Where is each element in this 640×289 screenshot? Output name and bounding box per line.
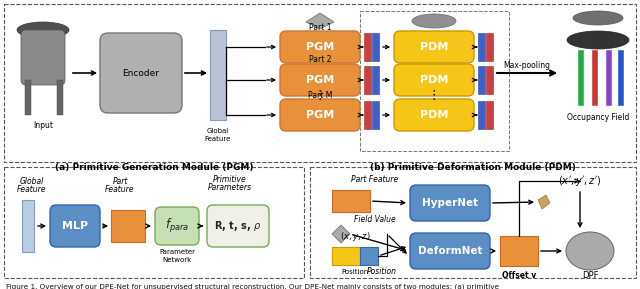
Text: (b) Primitive Deformation Module (PDM): (b) Primitive Deformation Module (PDM) <box>370 163 576 172</box>
Bar <box>478 33 485 61</box>
Bar <box>500 236 538 266</box>
Text: PGM: PGM <box>306 110 334 120</box>
Text: Part 2: Part 2 <box>308 55 332 64</box>
Ellipse shape <box>566 232 614 270</box>
FancyBboxPatch shape <box>394 99 474 131</box>
Bar <box>310 167 636 278</box>
Text: PDM: PDM <box>420 42 448 52</box>
Ellipse shape <box>567 31 629 49</box>
Text: PGM: PGM <box>306 75 334 85</box>
Bar <box>364 101 371 129</box>
Bar <box>372 101 379 129</box>
Ellipse shape <box>573 11 623 25</box>
Text: Parameters: Parameters <box>208 183 252 192</box>
Bar <box>57 80 63 115</box>
FancyBboxPatch shape <box>394 64 474 96</box>
Bar <box>360 11 509 151</box>
Text: Parameter: Parameter <box>159 249 195 255</box>
FancyBboxPatch shape <box>155 207 199 245</box>
Text: Network: Network <box>163 257 191 263</box>
Text: DPF: DPF <box>582 271 598 281</box>
Text: MLP: MLP <box>62 221 88 231</box>
FancyBboxPatch shape <box>280 31 360 63</box>
Text: PGM: PGM <box>306 42 334 52</box>
Text: $(x', y', z')$: $(x', y', z')$ <box>558 174 602 188</box>
Text: ⋮: ⋮ <box>314 88 326 101</box>
Bar <box>4 167 304 278</box>
Text: Field Value: Field Value <box>354 215 396 224</box>
Text: HyperNet: HyperNet <box>422 198 478 208</box>
Bar <box>486 33 493 61</box>
Text: Part: Part <box>112 177 128 186</box>
Bar <box>111 210 145 242</box>
Text: Primitive: Primitive <box>213 175 247 184</box>
Bar <box>592 50 597 105</box>
Text: Offset v: Offset v <box>502 271 536 280</box>
Bar <box>210 30 226 120</box>
Text: Global: Global <box>207 128 229 134</box>
Text: ⋮: ⋮ <box>428 88 440 101</box>
Text: Encoder: Encoder <box>122 68 159 77</box>
Polygon shape <box>332 225 350 243</box>
Ellipse shape <box>412 14 456 28</box>
Text: PDM: PDM <box>420 110 448 120</box>
Text: Global: Global <box>20 177 44 186</box>
Text: Feature: Feature <box>205 136 231 142</box>
Polygon shape <box>538 195 550 209</box>
Bar <box>372 66 379 94</box>
Bar <box>22 200 34 252</box>
FancyBboxPatch shape <box>280 99 360 131</box>
FancyBboxPatch shape <box>100 33 182 113</box>
FancyBboxPatch shape <box>21 30 65 85</box>
FancyBboxPatch shape <box>280 64 360 96</box>
Text: Position: Position <box>341 269 369 275</box>
Text: $f_{para}$: $f_{para}$ <box>165 217 189 235</box>
Polygon shape <box>306 13 334 29</box>
Bar <box>332 247 360 265</box>
Bar <box>486 101 493 129</box>
Text: Max-pooling: Max-pooling <box>504 60 550 69</box>
Bar <box>618 50 623 105</box>
Bar <box>372 33 379 61</box>
Text: DeformNet: DeformNet <box>418 246 483 256</box>
Bar <box>25 80 31 115</box>
Text: R, t, s, $\rho$: R, t, s, $\rho$ <box>214 219 262 233</box>
Ellipse shape <box>17 22 69 38</box>
FancyBboxPatch shape <box>410 233 490 269</box>
Text: (a) Primitive Generation Module (PGM): (a) Primitive Generation Module (PGM) <box>55 163 253 172</box>
Text: Part Feature: Part Feature <box>351 175 399 184</box>
Bar <box>478 66 485 94</box>
Text: PDM: PDM <box>420 75 448 85</box>
Bar <box>364 66 371 94</box>
Bar <box>4 4 636 162</box>
FancyBboxPatch shape <box>207 205 269 247</box>
Text: Part 1: Part 1 <box>308 23 332 32</box>
Text: Feature: Feature <box>105 185 135 194</box>
Text: Position: Position <box>367 267 397 276</box>
Bar <box>332 190 370 212</box>
Bar <box>486 66 493 94</box>
FancyBboxPatch shape <box>50 205 100 247</box>
Text: Feature: Feature <box>17 185 47 194</box>
FancyBboxPatch shape <box>410 185 490 221</box>
Text: Figure 1. Overview of our DPE-Net for unsupervised structural reconstruction. Ou: Figure 1. Overview of our DPE-Net for un… <box>6 283 499 289</box>
Bar <box>606 50 611 105</box>
Bar <box>478 101 485 129</box>
Bar <box>578 50 583 105</box>
Bar <box>364 33 371 61</box>
Text: Part M: Part M <box>308 90 332 99</box>
Bar <box>360 247 378 265</box>
FancyBboxPatch shape <box>394 31 474 63</box>
Text: $(x,y,z)$: $(x,y,z)$ <box>340 230 371 243</box>
Text: Occupancy Field: Occupancy Field <box>567 114 629 123</box>
Text: Input: Input <box>33 121 53 129</box>
